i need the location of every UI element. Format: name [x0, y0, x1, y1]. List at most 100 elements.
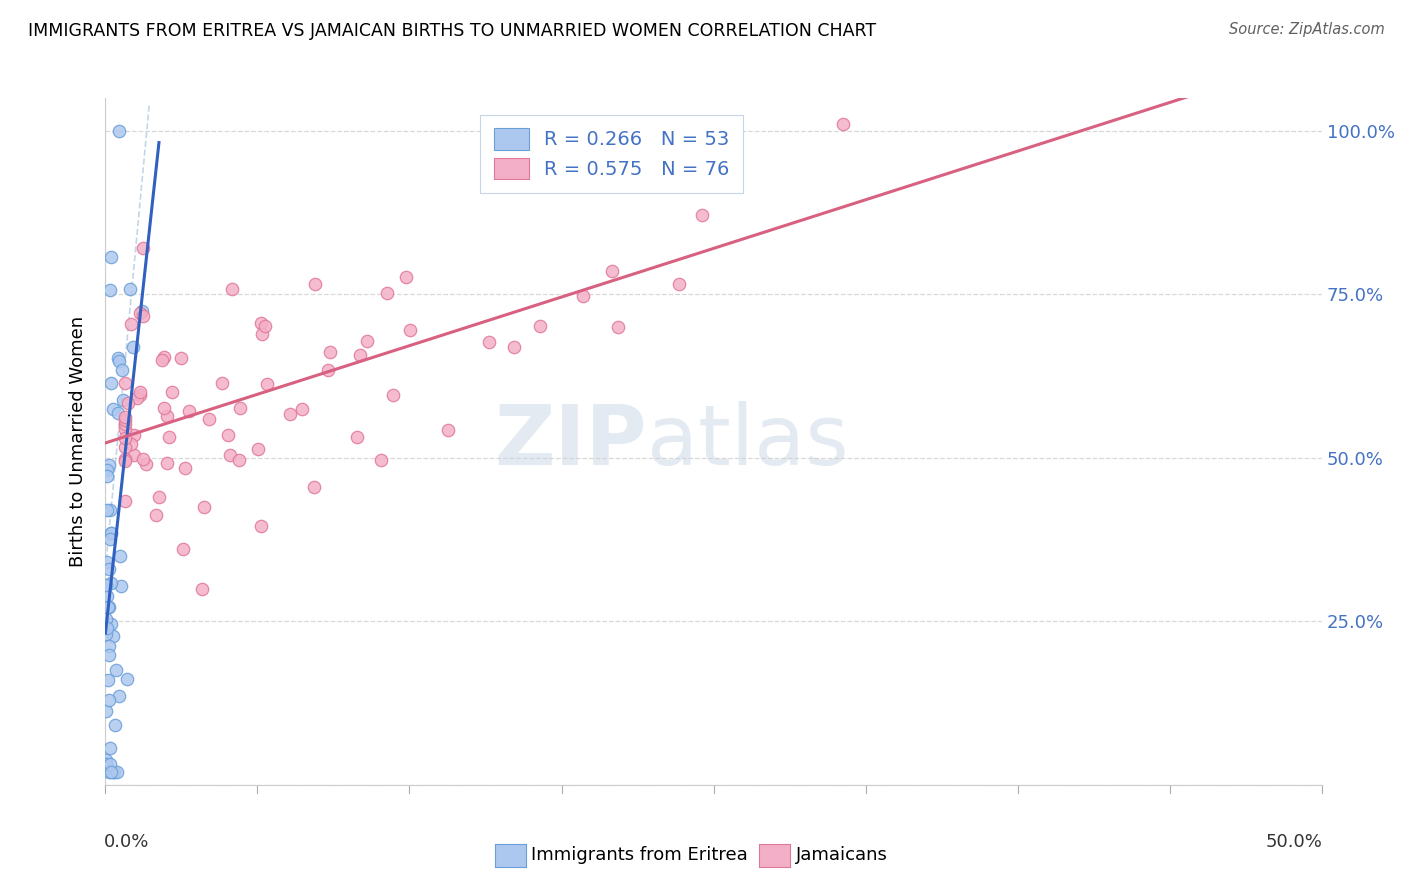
- Point: [253, 319, 276, 334]
- Point: [169, 351, 191, 365]
- Point: [221, 282, 243, 296]
- Point: [370, 453, 392, 467]
- Point: [124, 427, 146, 442]
- Point: [135, 457, 157, 471]
- Point: [97, 764, 120, 779]
- Point: [148, 491, 170, 505]
- Point: [124, 448, 146, 462]
- Point: [478, 334, 501, 349]
- Point: [832, 117, 855, 131]
- Text: IMMIGRANTS FROM ERITREA VS JAMAICAN BIRTHS TO UNMARRIED WOMEN CORRELATION CHART: IMMIGRANTS FROM ERITREA VS JAMAICAN BIRT…: [28, 22, 876, 40]
- Point: [104, 718, 127, 732]
- Point: [98, 692, 121, 706]
- Point: [229, 401, 252, 415]
- Point: [107, 406, 129, 420]
- Point: [98, 741, 121, 756]
- Point: [529, 319, 551, 334]
- Point: [105, 764, 128, 779]
- Point: [250, 316, 273, 330]
- Point: [100, 525, 122, 540]
- Point: [193, 500, 215, 515]
- Point: [217, 428, 239, 442]
- Point: [398, 323, 420, 337]
- Point: [117, 395, 139, 409]
- Point: [96, 463, 118, 477]
- Point: [120, 436, 142, 450]
- Point: [127, 391, 149, 405]
- Point: [689, 146, 711, 161]
- Point: [94, 612, 117, 626]
- Point: [280, 407, 302, 421]
- Point: [607, 320, 630, 334]
- Point: [114, 417, 136, 431]
- Point: [96, 469, 118, 483]
- Point: [316, 363, 339, 377]
- Point: [172, 541, 194, 556]
- Point: [256, 376, 278, 391]
- Point: [97, 600, 120, 615]
- Point: [291, 401, 314, 416]
- Point: [114, 452, 136, 467]
- Point: [94, 578, 117, 592]
- Point: [114, 430, 136, 444]
- Point: [198, 412, 221, 426]
- Point: [437, 423, 460, 437]
- Point: [131, 241, 153, 255]
- Point: [100, 764, 122, 779]
- Point: [132, 452, 155, 467]
- Point: [120, 318, 142, 332]
- Point: [132, 310, 155, 324]
- Point: [96, 555, 118, 569]
- Point: [156, 456, 179, 470]
- Point: [129, 306, 152, 320]
- Point: [101, 764, 124, 779]
- Point: [156, 409, 179, 424]
- Point: [100, 250, 122, 264]
- Point: [668, 277, 690, 291]
- Point: [96, 753, 118, 767]
- Text: 50.0%: 50.0%: [1265, 833, 1323, 851]
- Point: [250, 327, 273, 342]
- Point: [382, 388, 405, 402]
- Point: [100, 526, 122, 541]
- Point: [318, 344, 340, 359]
- Point: [118, 282, 141, 296]
- Point: [114, 376, 136, 390]
- Point: [103, 764, 125, 779]
- Point: [97, 639, 120, 653]
- Point: [98, 458, 121, 472]
- Text: Source: ZipAtlas.com: Source: ZipAtlas.com: [1229, 22, 1385, 37]
- Text: ZIP: ZIP: [494, 401, 647, 482]
- Point: [503, 340, 526, 354]
- Point: [117, 673, 139, 687]
- Point: [101, 628, 124, 642]
- Point: [114, 454, 136, 468]
- Point: [179, 404, 201, 418]
- Point: [100, 576, 122, 591]
- Point: [304, 277, 326, 291]
- Point: [100, 376, 122, 391]
- Point: [228, 453, 250, 467]
- Point: [349, 348, 371, 362]
- Point: [190, 582, 212, 596]
- Point: [100, 617, 122, 632]
- Point: [112, 392, 135, 407]
- Point: [101, 402, 124, 417]
- Point: [395, 269, 418, 284]
- Point: [162, 384, 184, 399]
- Point: [114, 494, 136, 508]
- Point: [219, 448, 242, 462]
- Point: [108, 124, 131, 138]
- Text: 0.0%: 0.0%: [104, 833, 149, 851]
- Point: [129, 385, 152, 400]
- Point: [375, 286, 398, 301]
- Point: [572, 289, 595, 303]
- Point: [128, 388, 150, 402]
- Point: [114, 410, 136, 425]
- Point: [98, 756, 121, 771]
- Point: [104, 663, 127, 677]
- Point: [247, 442, 270, 456]
- Text: Immigrants from Eritrea: Immigrants from Eritrea: [531, 847, 748, 864]
- Point: [690, 208, 713, 222]
- Point: [96, 503, 118, 517]
